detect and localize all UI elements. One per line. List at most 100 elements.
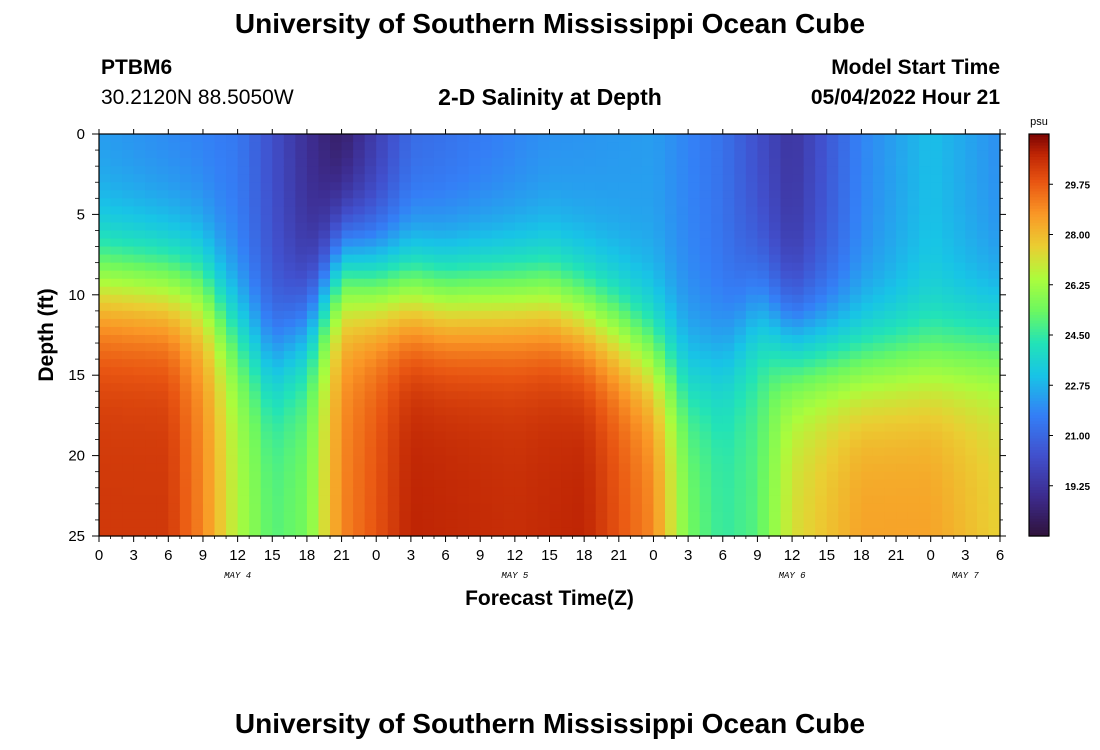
heatmap-cell: [584, 511, 597, 521]
heatmap-cell: [653, 391, 666, 400]
heatmap-cell: [410, 415, 424, 425]
heatmap-cell: [907, 286, 920, 296]
heatmap-cell: [561, 519, 574, 529]
heatmap-cell: [630, 134, 643, 143]
heatmap-cell: [226, 166, 239, 175]
heatmap-cell: [688, 262, 701, 272]
heatmap-cell: [976, 302, 990, 312]
heatmap-cell: [168, 270, 181, 280]
heatmap-cell: [237, 423, 250, 433]
heatmap-cell: [202, 222, 216, 232]
heatmap-cell: [226, 214, 239, 224]
heatmap-cell: [676, 230, 689, 240]
heatmap-cell: [976, 375, 990, 384]
heatmap-cell: [295, 487, 308, 497]
heatmap-cell: [757, 423, 770, 433]
heatmap-cell: [433, 166, 447, 175]
heatmap-cell: [838, 286, 851, 296]
heatmap-cell: [306, 415, 320, 425]
heatmap-cell: [849, 471, 862, 481]
heatmap-cell: [110, 230, 123, 240]
heatmap-cell: [168, 326, 181, 336]
heatmap-cell: [168, 407, 181, 416]
heatmap-cell: [734, 471, 747, 481]
heatmap-cell: [884, 471, 897, 481]
heatmap-cell: [249, 391, 262, 400]
heatmap-cell: [341, 399, 354, 408]
heatmap-cell: [861, 150, 874, 159]
heatmap-cell: [226, 351, 239, 360]
heatmap-cell: [422, 391, 435, 400]
heatmap-cell: [607, 447, 620, 457]
heatmap-cell: [734, 383, 747, 392]
heatmap-cell: [988, 415, 1001, 425]
heatmap-cell: [399, 254, 412, 264]
heatmap-cell: [607, 367, 620, 376]
heatmap-cell: [272, 238, 285, 248]
heatmap-cell: [260, 318, 273, 328]
heatmap-cell: [376, 174, 389, 183]
heatmap-cell: [768, 383, 782, 392]
heatmap-cell: [156, 399, 169, 408]
heatmap-cell: [480, 343, 493, 352]
heatmap-cell: [792, 383, 805, 392]
heatmap-cell: [815, 134, 828, 143]
heatmap-cell: [572, 326, 585, 336]
heatmap-cell: [480, 198, 493, 207]
heatmap-cell: [283, 174, 296, 183]
heatmap-cell: [318, 158, 331, 167]
heatmap-cell: [353, 383, 366, 392]
heatmap-cell: [445, 230, 458, 240]
heatmap-cell: [422, 447, 435, 457]
heatmap-cell: [272, 182, 285, 191]
heatmap-cell: [537, 399, 551, 408]
heatmap-cell: [780, 246, 793, 256]
heatmap-cell: [919, 407, 932, 416]
heatmap-cell: [306, 278, 320, 288]
heatmap-cell: [226, 391, 239, 400]
heatmap-cell: [665, 182, 678, 191]
heatmap-cell: [503, 447, 516, 457]
heatmap-cell: [930, 343, 943, 352]
heatmap-cell: [283, 142, 296, 151]
heatmap-cell: [722, 343, 735, 352]
heatmap-cell: [514, 423, 527, 433]
heatmap-cell: [884, 278, 897, 288]
heatmap-cell: [99, 302, 112, 312]
heatmap-cell: [387, 511, 400, 521]
heatmap-cell: [179, 391, 193, 400]
heatmap-cell: [676, 222, 689, 232]
heatmap-cell: [988, 455, 1001, 465]
heatmap-cell: [503, 302, 516, 312]
heatmap-cell: [653, 134, 666, 143]
heatmap-cell: [330, 351, 343, 360]
heatmap-cell: [422, 471, 435, 481]
heatmap-cell: [306, 375, 320, 384]
heatmap-cell: [526, 174, 539, 183]
heatmap-cell: [133, 294, 146, 304]
y-axis-label: Depth (ft): [35, 288, 58, 381]
heatmap-cell: [145, 158, 158, 167]
heatmap-cell: [249, 439, 262, 449]
heatmap-cell: [919, 286, 932, 296]
heatmap-cell: [457, 503, 470, 513]
heatmap-cell: [202, 511, 216, 521]
heatmap-cell: [722, 487, 735, 497]
heatmap-cell: [445, 158, 458, 167]
heatmap-cell: [191, 519, 204, 529]
heatmap-cell: [815, 270, 828, 280]
colorbar-swatch: [1029, 340, 1049, 345]
heatmap-cell: [907, 158, 920, 167]
heatmap-cell: [919, 246, 932, 256]
heatmap-cell: [618, 326, 631, 336]
heatmap-cell: [202, 270, 216, 280]
heatmap-cell: [907, 447, 920, 457]
heatmap-cell: [306, 527, 320, 537]
x-tick-label: 12: [507, 547, 524, 564]
heatmap-cell: [768, 463, 782, 473]
heatmap-cell: [572, 222, 585, 232]
heatmap-cell: [815, 439, 828, 449]
heatmap-cell: [699, 391, 712, 400]
heatmap-cell: [699, 206, 712, 215]
heatmap-cell: [711, 455, 724, 465]
